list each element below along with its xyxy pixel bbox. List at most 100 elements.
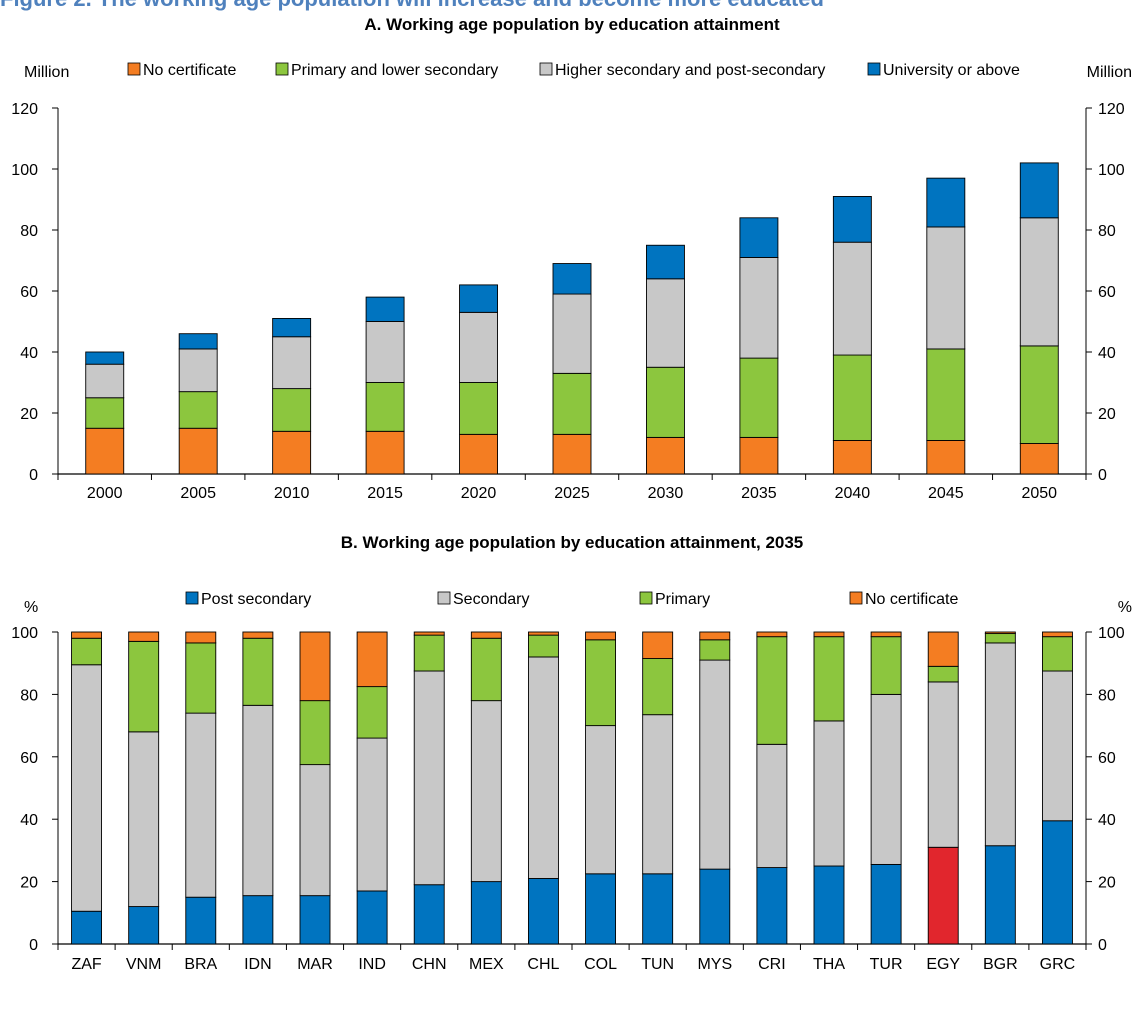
bar-segment [178, 427, 218, 475]
y-tick-label-right: 60 [1098, 284, 1116, 301]
bar-segment [85, 363, 125, 399]
y-axis-label-right: % [1118, 599, 1132, 616]
x-tick-label: THA [813, 956, 845, 973]
bar-segment [413, 884, 445, 945]
y-tick-label-left: 40 [20, 345, 38, 362]
bar-segment [926, 348, 966, 441]
bar-segment [552, 263, 592, 295]
bar-segment [1041, 670, 1073, 822]
bar-segment [756, 631, 788, 638]
bar-segment [984, 631, 1016, 635]
bar-segment [926, 226, 966, 350]
bar-segment [813, 865, 845, 945]
bar-segment [178, 333, 218, 350]
x-tick-label: IDN [244, 956, 272, 973]
bar-segment [927, 665, 959, 683]
x-tick-label: TUN [641, 956, 674, 973]
legend-label: University or above [883, 62, 1020, 79]
bar-segment [299, 895, 331, 945]
bar-segment [71, 664, 103, 912]
x-tick-label: 2045 [928, 485, 964, 502]
x-tick-label: MAR [297, 956, 333, 973]
legend-label: Primary [655, 591, 710, 608]
bar-segment [242, 631, 274, 639]
bar-segment [813, 720, 845, 867]
bar-segment [85, 397, 125, 429]
bar-segment [85, 427, 125, 475]
y-tick-label-left: 20 [20, 875, 38, 892]
x-tick-label: CHN [412, 956, 447, 973]
bar-segment [470, 631, 502, 639]
bar-segment [527, 656, 559, 879]
bar-segment [85, 351, 125, 365]
bar-segment [926, 440, 966, 475]
bar-segment [642, 631, 674, 659]
bar-segment [365, 430, 405, 475]
bar-segment [527, 634, 559, 658]
bar-segment [739, 257, 779, 359]
y-tick-label-left: 80 [20, 687, 38, 704]
bar-segment [527, 878, 559, 945]
legend-swatch [639, 591, 653, 605]
bar-segment [242, 704, 274, 897]
bar-segment [413, 631, 445, 636]
bar-segment [813, 631, 845, 638]
legend-swatch [437, 591, 451, 605]
bar-segment [552, 433, 592, 475]
y-tick-label-right: 40 [1098, 345, 1116, 362]
bar-segment [832, 241, 872, 356]
bar-segment [927, 631, 959, 667]
bar-segment [756, 743, 788, 869]
bar-segment [870, 693, 902, 865]
bar-segment [356, 737, 388, 892]
x-tick-label: 2015 [367, 485, 403, 502]
panel-a-chart: A. Working age population by education a… [11, 15, 1132, 502]
y-axis-label-right: Million [1087, 64, 1132, 81]
bar-segment [470, 637, 502, 702]
bar-segment [552, 372, 592, 435]
y-tick-label-left: 80 [20, 223, 38, 240]
y-tick-label-right: 60 [1098, 750, 1116, 767]
bar-segment [1019, 217, 1059, 347]
bar-segment [699, 868, 731, 945]
y-tick-label-left: 40 [20, 812, 38, 829]
y-tick-label-left: 60 [20, 750, 38, 767]
bar-segment [272, 318, 312, 338]
bar-segment [128, 640, 160, 733]
y-tick-label-right: 40 [1098, 812, 1116, 829]
bar-segment [178, 391, 218, 429]
bar-segment [459, 433, 498, 475]
bar-segment [642, 873, 674, 945]
bar-segment [832, 354, 872, 441]
bar-segment [356, 686, 388, 739]
bar-segment [813, 636, 845, 722]
bar-segment [585, 725, 617, 875]
bar-segment [299, 700, 331, 766]
x-tick-label: 2040 [835, 485, 871, 502]
y-tick-label-left: 20 [20, 406, 38, 423]
bar-segment [527, 631, 559, 636]
bar-segment [1041, 631, 1073, 638]
bar-segment [272, 430, 312, 475]
bar-segment [272, 388, 312, 432]
bar-segment [585, 639, 617, 727]
bar-segment [870, 631, 902, 638]
bar-segment [413, 670, 445, 886]
x-tick-label: 2035 [741, 485, 777, 502]
bar-segment [642, 714, 674, 875]
x-tick-label: 2030 [648, 485, 684, 502]
x-tick-label: BGR [983, 956, 1018, 973]
bar-segment [642, 658, 674, 716]
bar-segment [699, 659, 731, 870]
x-tick-label: BRA [184, 956, 217, 973]
bar-segment [739, 217, 779, 258]
bar-segment [242, 637, 274, 706]
y-tick-label-left: 100 [11, 625, 38, 642]
bar-segment [128, 906, 160, 945]
y-tick-label-right: 80 [1098, 223, 1116, 240]
chart-title: A. Working age population by education a… [364, 15, 780, 34]
y-tick-label-left: 120 [11, 101, 38, 118]
bar-segment [413, 634, 445, 672]
x-tick-label: MYS [697, 956, 732, 973]
bar-segment [1019, 162, 1059, 219]
